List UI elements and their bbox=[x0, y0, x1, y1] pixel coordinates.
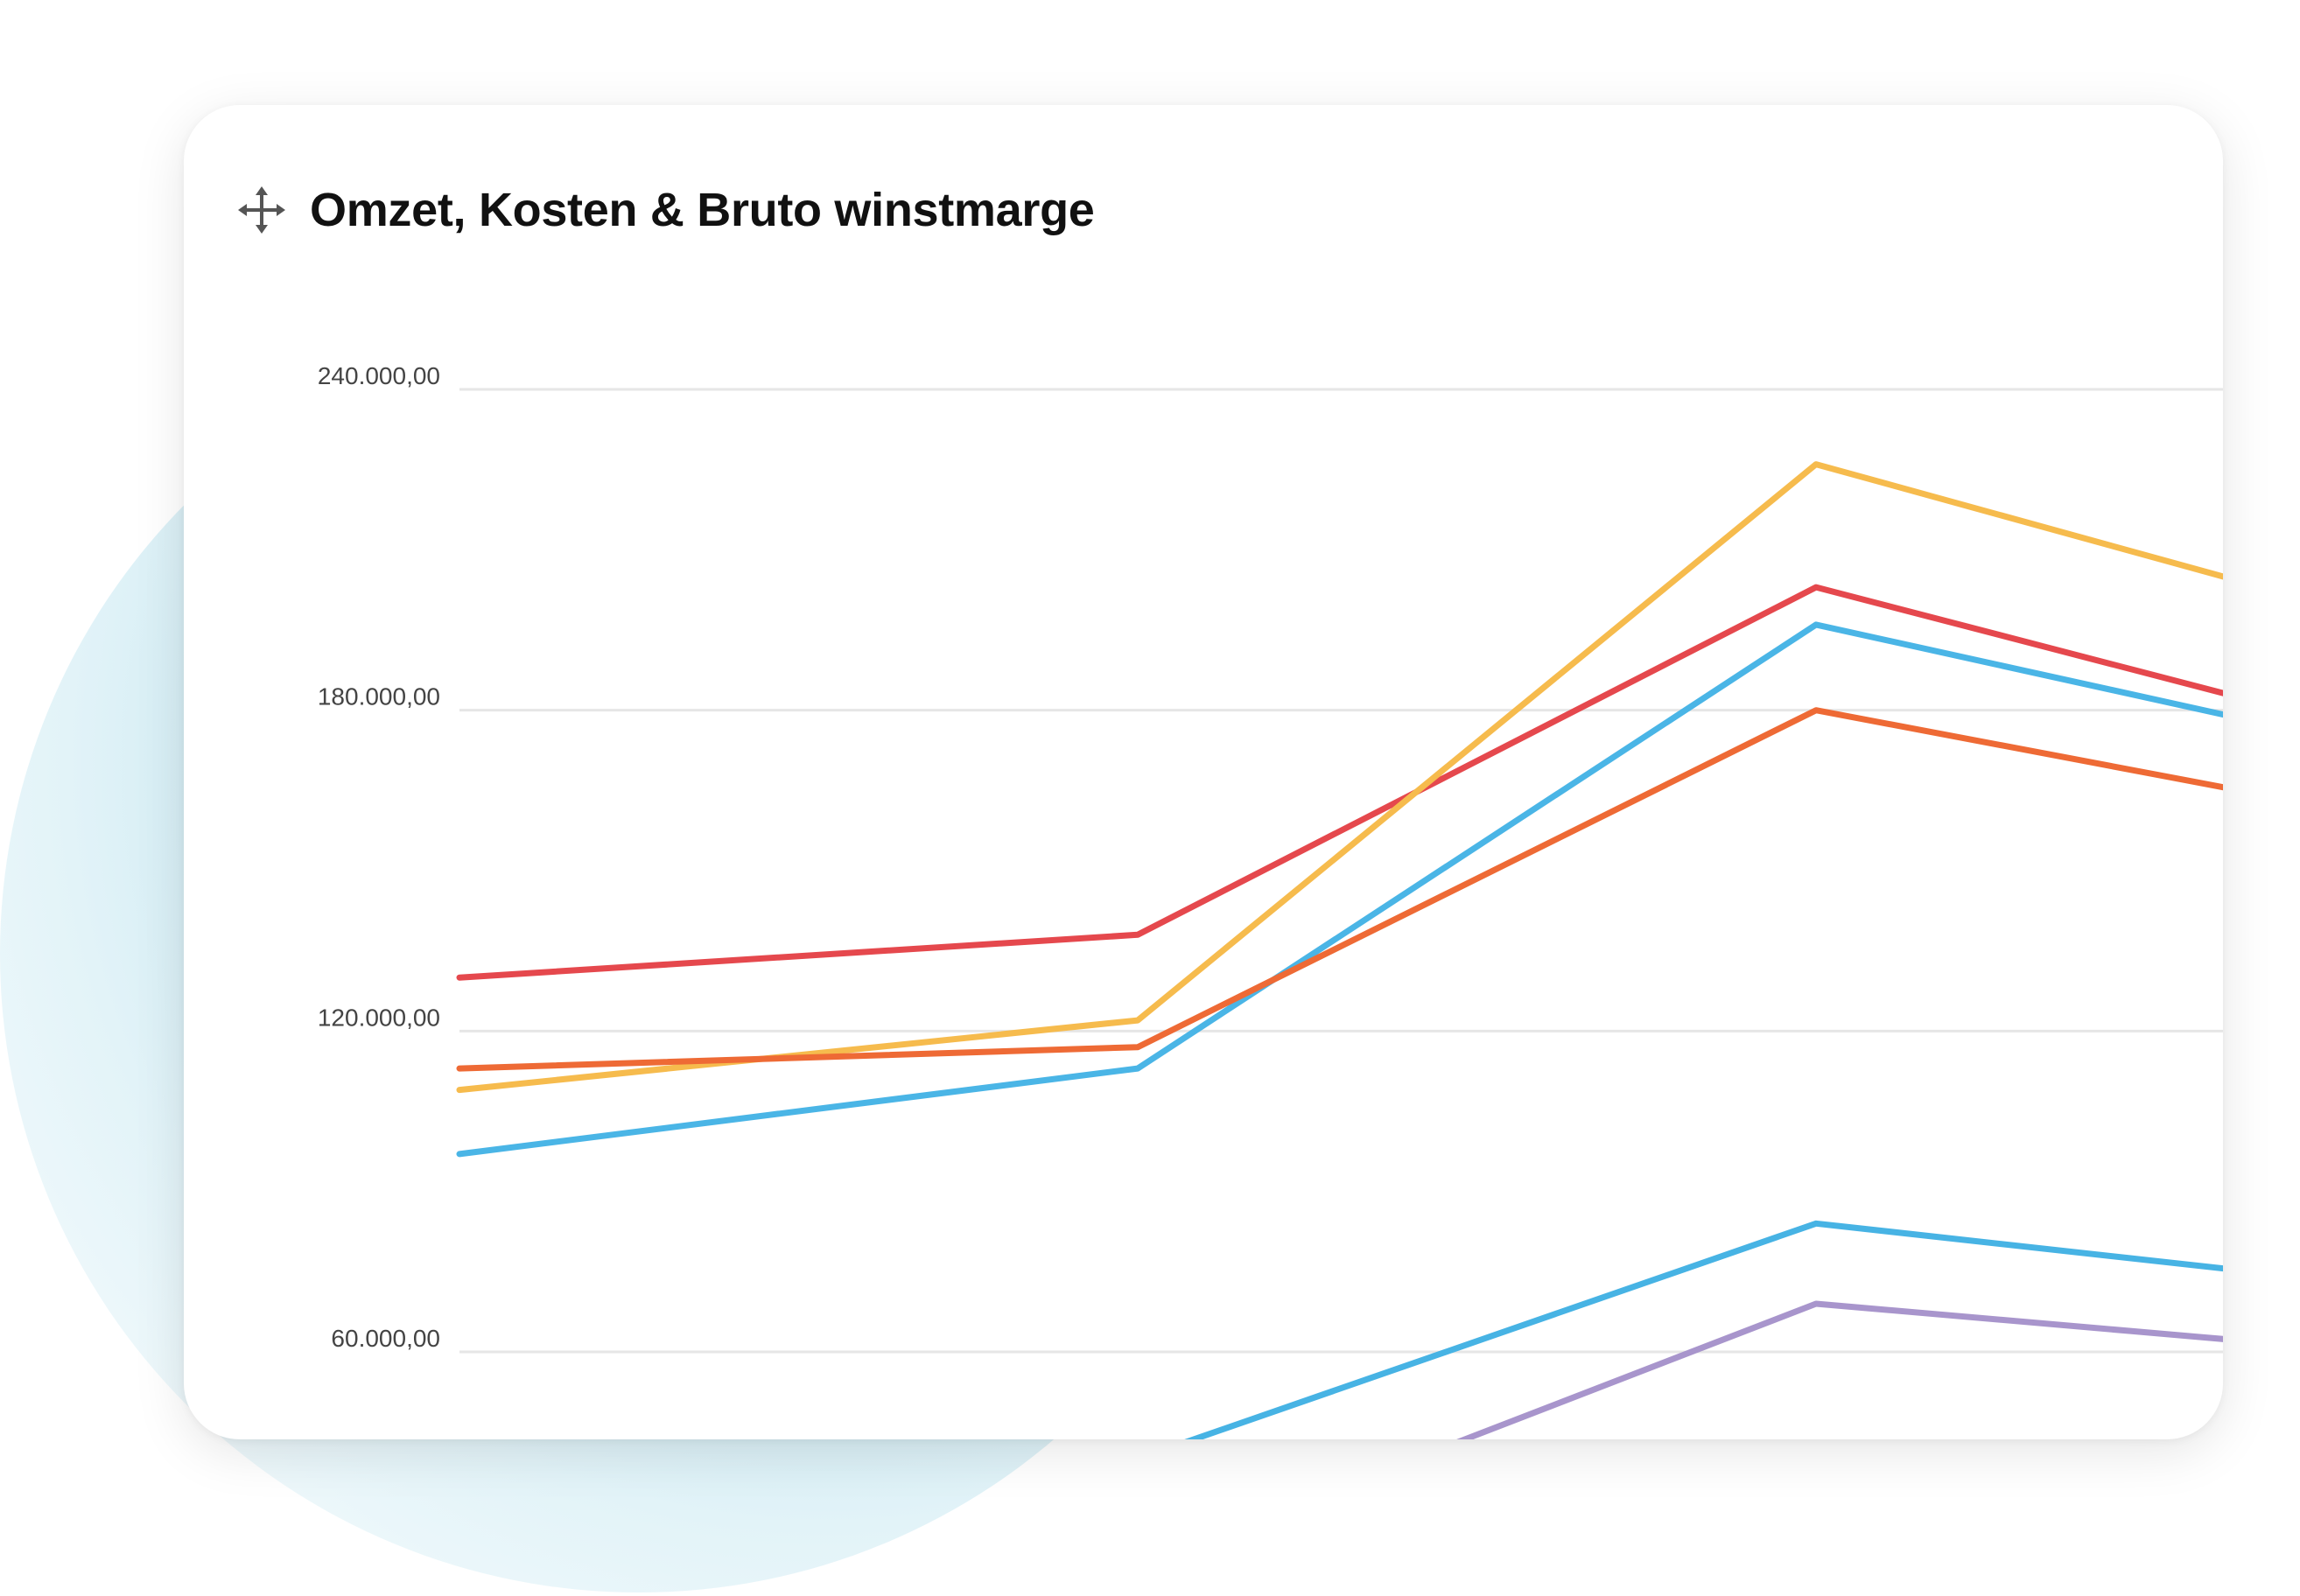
move-icon[interactable] bbox=[236, 185, 287, 235]
y-tick-label: 180.000,00 bbox=[318, 683, 440, 710]
chart-title: Omzet, Kosten & Bruto winstmarge bbox=[310, 184, 1095, 236]
series-line-5[interactable] bbox=[1138, 1220, 2223, 1439]
card-header: Omzet, Kosten & Bruto winstmarge bbox=[236, 175, 1095, 245]
y-tick-label: 60.000,00 bbox=[331, 1325, 440, 1352]
gridlines bbox=[459, 388, 2223, 1354]
chart-card: 240.000,00 180.000,00 120.000,00 60.000,00 … bbox=[184, 105, 2223, 1439]
series-line-2[interactable] bbox=[456, 461, 2223, 1094]
series-lines bbox=[456, 461, 2223, 1439]
y-axis-ticks: 240.000,00 180.000,00 120.000,00 60.000,00 bbox=[318, 362, 440, 1352]
series-line-3[interactable] bbox=[456, 621, 2223, 1158]
line-chart: 240.000,00 180.000,00 120.000,00 60.000,00 bbox=[318, 362, 2223, 1439]
series-line-6[interactable] bbox=[1138, 1300, 2223, 1439]
y-tick-label: 120.000,00 bbox=[318, 1004, 440, 1031]
series-line-4[interactable] bbox=[456, 707, 2223, 1072]
y-tick-label: 240.000,00 bbox=[318, 362, 440, 389]
series-line-1[interactable] bbox=[456, 584, 2223, 981]
